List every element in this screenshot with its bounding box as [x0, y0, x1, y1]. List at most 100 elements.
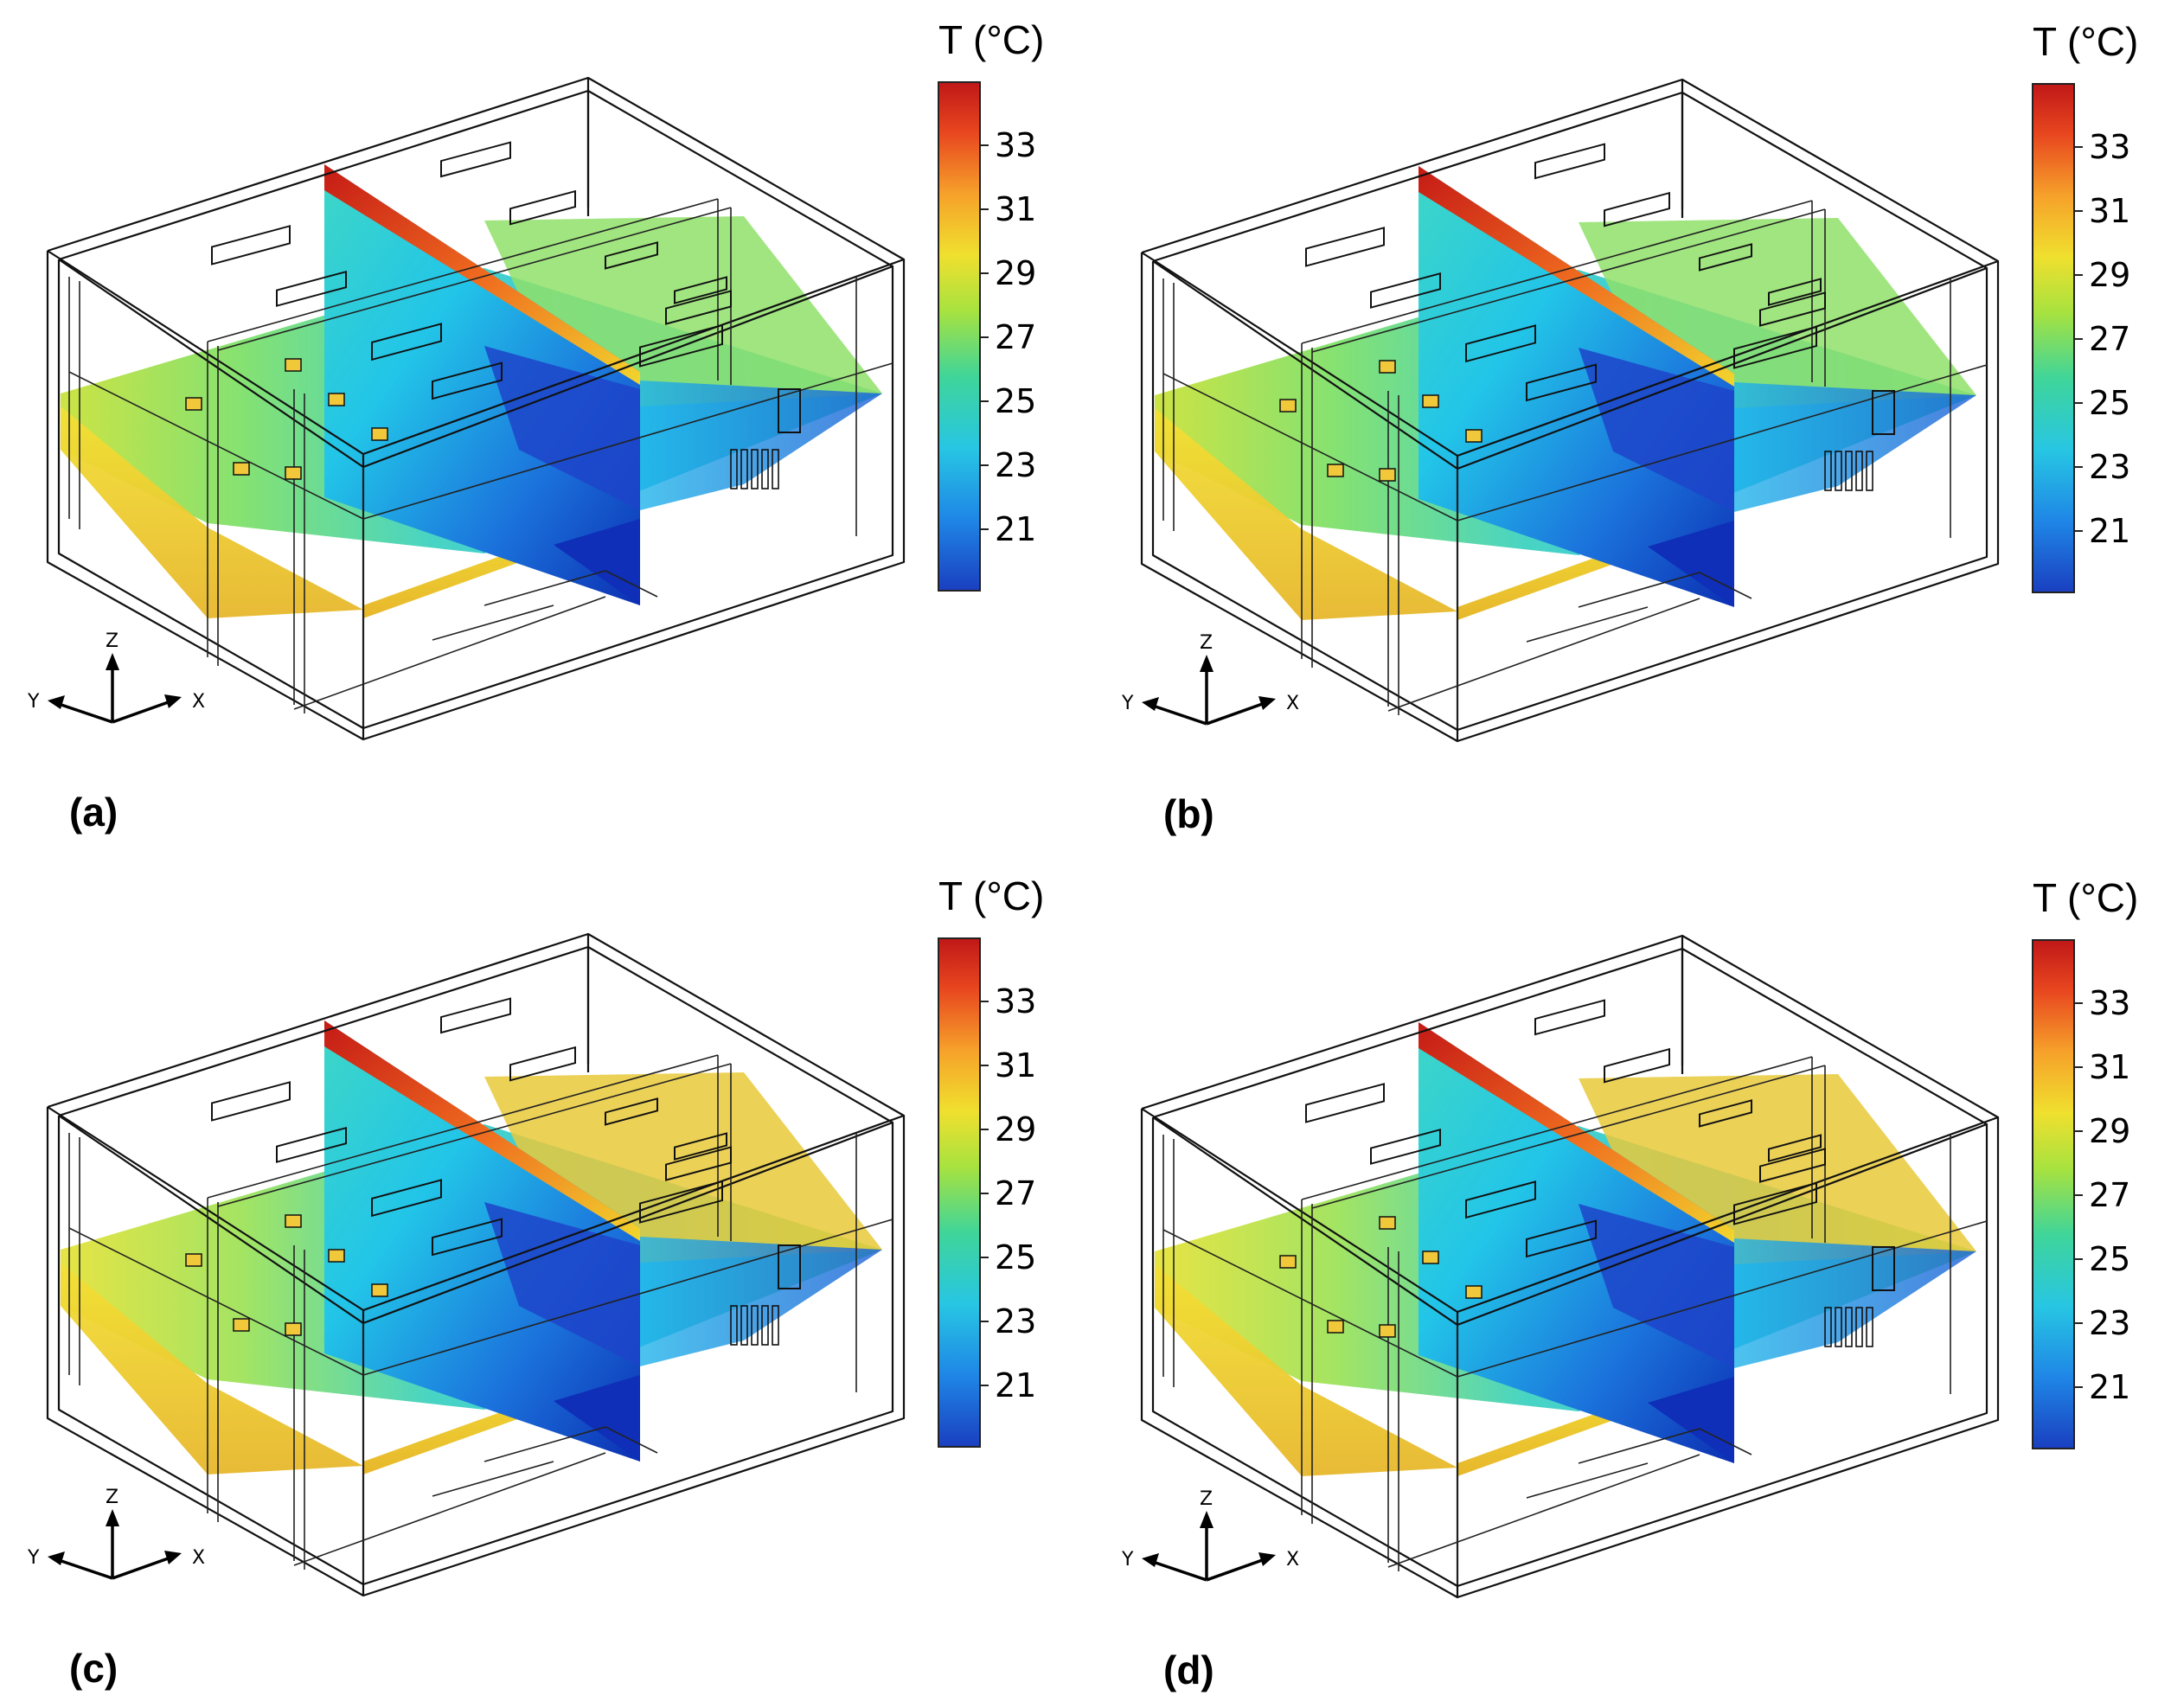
vertical-slice-hot-edge: [324, 1020, 640, 1241]
y-axis-arrow: [48, 695, 65, 709]
board-component-3: [1604, 191, 1670, 227]
right-cold-region: [640, 1237, 882, 1366]
cold-region: [1579, 348, 1734, 512]
right-cold-region: [1734, 382, 1976, 512]
board-component-0: [211, 1081, 291, 1122]
slice-front-edge: [1155, 408, 1457, 620]
connector-housing: [778, 1244, 801, 1289]
board-component-4: [1465, 1180, 1536, 1219]
connector-pin-1: [1835, 1307, 1842, 1347]
board-component-8: [605, 241, 658, 270]
connector-pin-2: [751, 1305, 759, 1346]
colorbar-tick-29: 29: [2089, 256, 2130, 294]
board-component-9: [674, 276, 727, 304]
vertical-slice-hot-edge: [324, 164, 640, 385]
chip-1: [1422, 1251, 1439, 1264]
colorbar-tick-21: 21: [995, 510, 1036, 548]
connector-pin-4: [1866, 451, 1873, 491]
colorbar-tick-23: 23: [2089, 448, 2130, 486]
vertical-slice-lower: [1648, 1377, 1734, 1463]
colorbar-tick-25: 25: [2089, 384, 2130, 422]
chip-1: [328, 1249, 345, 1263]
colorbar-tick-29: 29: [995, 1110, 1036, 1148]
connector-pin-0: [730, 1305, 738, 1346]
panel-label-a: (a): [69, 790, 118, 835]
y-axis-arrow: [1142, 697, 1159, 711]
axis-triad: Z Y X: [27, 630, 205, 724]
connector-pin-2: [1845, 1307, 1853, 1347]
x-axis-line: [112, 699, 174, 724]
cold-region: [484, 346, 640, 510]
panel-label-b: (b): [1163, 791, 1214, 836]
chip-4: [233, 462, 250, 476]
vertical-slice-hot-edge: [1419, 166, 1734, 387]
colorbar-bar: [938, 937, 981, 1448]
connector-pin-3: [1855, 1307, 1863, 1347]
board-component-6: [1733, 1181, 1817, 1225]
slice-front-edge: [61, 406, 363, 618]
z-axis-label: Z: [1200, 1488, 1213, 1510]
connector-pin-1: [740, 449, 748, 489]
colorbar-tick-25: 25: [995, 382, 1036, 420]
board-component-6: [639, 323, 723, 368]
colorbar-tick-33: 33: [995, 126, 1036, 164]
colorbar-tick-27: 27: [995, 318, 1036, 356]
y-axis-line: [53, 700, 113, 724]
slice-front-edge: [61, 1263, 363, 1475]
board-component-7: [665, 1146, 732, 1181]
box-edge-4: [1151, 1117, 1988, 1588]
colorbar: T (°C) 33 31 29 27 25 23 21: [938, 873, 1044, 1448]
chip-2: [1465, 1285, 1483, 1299]
frame-rail-13: [1457, 364, 1988, 521]
board-component-9: [1768, 1134, 1822, 1162]
colorbar-tick-31: 31: [995, 1046, 1036, 1084]
connector-pin-3: [1855, 451, 1863, 491]
board-component-5: [432, 1218, 503, 1257]
chip-3: [1279, 1255, 1297, 1269]
colorbar-title: T (°C): [938, 17, 1044, 62]
board-component-4: [1465, 324, 1536, 363]
colorbar-tick-25: 25: [2089, 1240, 2130, 1278]
board-component-4: [371, 1179, 442, 1218]
frame-rail-16: [1526, 1462, 1649, 1499]
connector-pin-0: [730, 449, 738, 489]
board-component-8: [1699, 1099, 1752, 1128]
x-axis-label: X: [192, 1547, 205, 1569]
colorbar-tick-31: 31: [2089, 1048, 2130, 1086]
chip-4: [1327, 464, 1344, 477]
colorbar-tick-27: 27: [2089, 320, 2130, 358]
colorbar: T (°C) 33 31 29 27 25 23 21: [2032, 875, 2138, 1449]
board-component-5: [432, 361, 503, 400]
y-axis-line: [1147, 1558, 1207, 1582]
colorbar-tick-23: 23: [995, 1302, 1036, 1340]
vertical-slice-lower: [1648, 521, 1734, 607]
colorbar-bar: [2032, 83, 2075, 593]
y-axis-arrow: [48, 1551, 65, 1565]
enclosure-wireframe: [46, 76, 906, 741]
y-axis-line: [53, 1557, 113, 1580]
chip-2: [1465, 429, 1483, 443]
frame-rail-15: [1578, 572, 1752, 608]
colorbar-tick-29: 29: [995, 254, 1036, 292]
cold-region: [1579, 1204, 1734, 1368]
x-axis-arrow: [1258, 696, 1276, 710]
panel-a: T (°C) 33 31 29 27 25 23 21 Z Y X (a): [27, 17, 1044, 835]
chip-2: [371, 427, 388, 441]
enclosure-wireframe: [46, 932, 906, 1597]
z-axis-label: Z: [106, 630, 118, 652]
board-component-7: [665, 290, 732, 325]
y-axis-arrow: [1142, 1553, 1159, 1567]
colorbar-bar: [2032, 939, 2075, 1449]
board-component-0: [211, 225, 291, 265]
board-component-3: [509, 189, 576, 226]
board-component-5: [1526, 1219, 1597, 1258]
colorbar-tick-31: 31: [995, 190, 1036, 228]
colorbar-tick-21: 21: [2089, 1368, 2130, 1406]
frame-rail-14: [1387, 598, 1700, 712]
chip-3: [1279, 399, 1297, 413]
z-axis-arrow: [106, 653, 119, 670]
connector-housing: [778, 388, 801, 433]
x-axis-label: X: [1286, 1549, 1299, 1570]
connector-pin-3: [761, 1305, 769, 1346]
slice-front-edge: [1155, 1264, 1457, 1476]
